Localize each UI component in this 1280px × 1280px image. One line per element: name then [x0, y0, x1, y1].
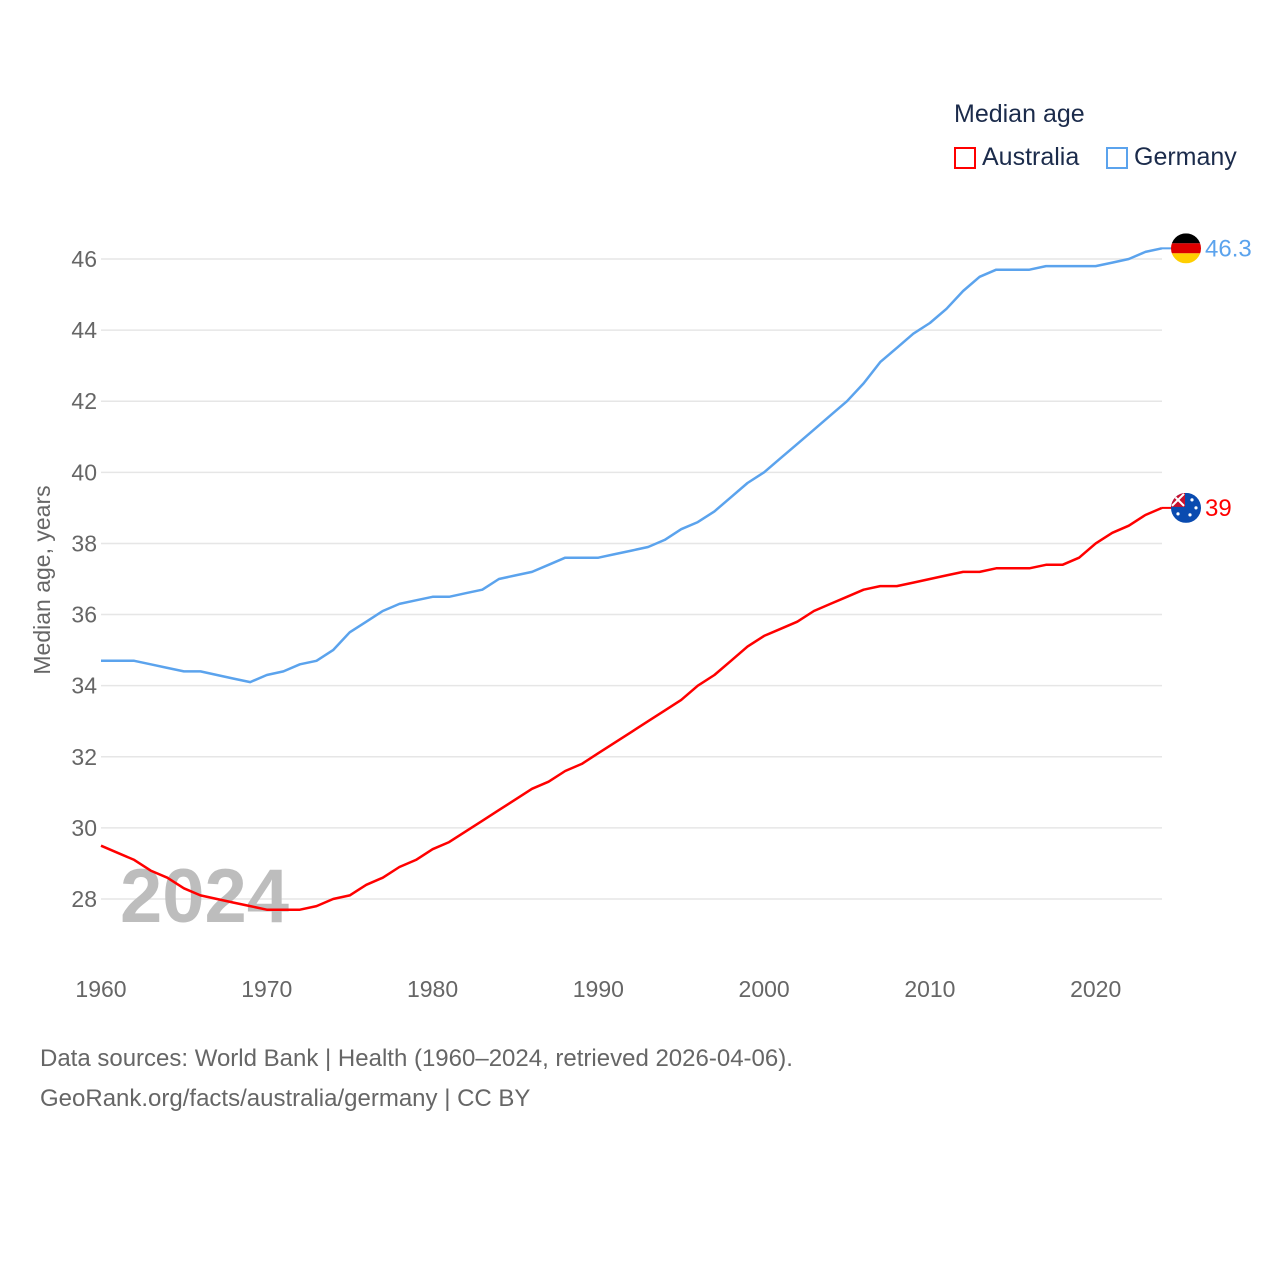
line-chart: 28 30 32 34 36 38 40 42 44 46 1960 1970 1980 1990 200…	[29, 233, 1252, 1002]
x-tick-label: 1990	[573, 976, 624, 1002]
legend-label: Australia	[982, 143, 1080, 171]
y-tick-label: 38	[71, 530, 97, 556]
series-line-germany	[101, 247, 1163, 684]
gridlines	[101, 258, 1162, 900]
legend-swatch-australia	[954, 146, 976, 169]
y-tick-label: 44	[71, 317, 97, 343]
flag-germany-icon	[1171, 233, 1201, 264]
x-tick-label: 2000	[739, 976, 790, 1002]
y-tick-label: 28	[71, 886, 97, 912]
x-tick-label: 2010	[904, 976, 955, 1002]
legend-item-germany[interactable]: Germany	[1106, 143, 1237, 172]
x-tick-label: 2020	[1070, 976, 1121, 1002]
x-tick-label: 1970	[241, 976, 292, 1002]
y-axis-label: Median age, years	[29, 485, 55, 674]
legend-label: Germany	[1134, 143, 1237, 171]
y-tick-label: 34	[71, 673, 97, 699]
y-tick-label: 42	[71, 388, 97, 414]
x-tick-label: 1980	[407, 976, 458, 1002]
data-sources-note: Data sources: World Bank | Health (1960–…	[40, 1045, 793, 1072]
y-tick-label: 40	[71, 459, 97, 485]
series-line-australia	[100, 506, 1163, 911]
x-axis-ticks: 1960 1970 1980 1990 2000 2010 2020	[75, 976, 1121, 1002]
end-markers: 39 46.3	[1162, 233, 1252, 523]
flag-australia-icon	[1171, 492, 1201, 523]
y-tick-label: 32	[71, 744, 97, 770]
y-tick-label: 46	[71, 246, 97, 272]
series-lines	[100, 247, 1163, 911]
end-value-label: 39	[1205, 495, 1232, 522]
x-tick-label: 1960	[75, 976, 126, 1002]
y-tick-label: 36	[71, 602, 97, 628]
credit-link[interactable]: GeoRank.org/facts/australia/germany | CC…	[40, 1085, 531, 1112]
legend-swatch-germany	[1106, 146, 1128, 169]
end-value-label: 46.3	[1205, 235, 1252, 262]
legend-item-australia[interactable]: Australia	[954, 143, 1079, 172]
y-axis-ticks: 28 30 32 34 36 38 40 42 44 46	[71, 246, 97, 912]
legend-title: Median age	[954, 100, 1085, 128]
y-tick-label: 30	[71, 815, 97, 841]
